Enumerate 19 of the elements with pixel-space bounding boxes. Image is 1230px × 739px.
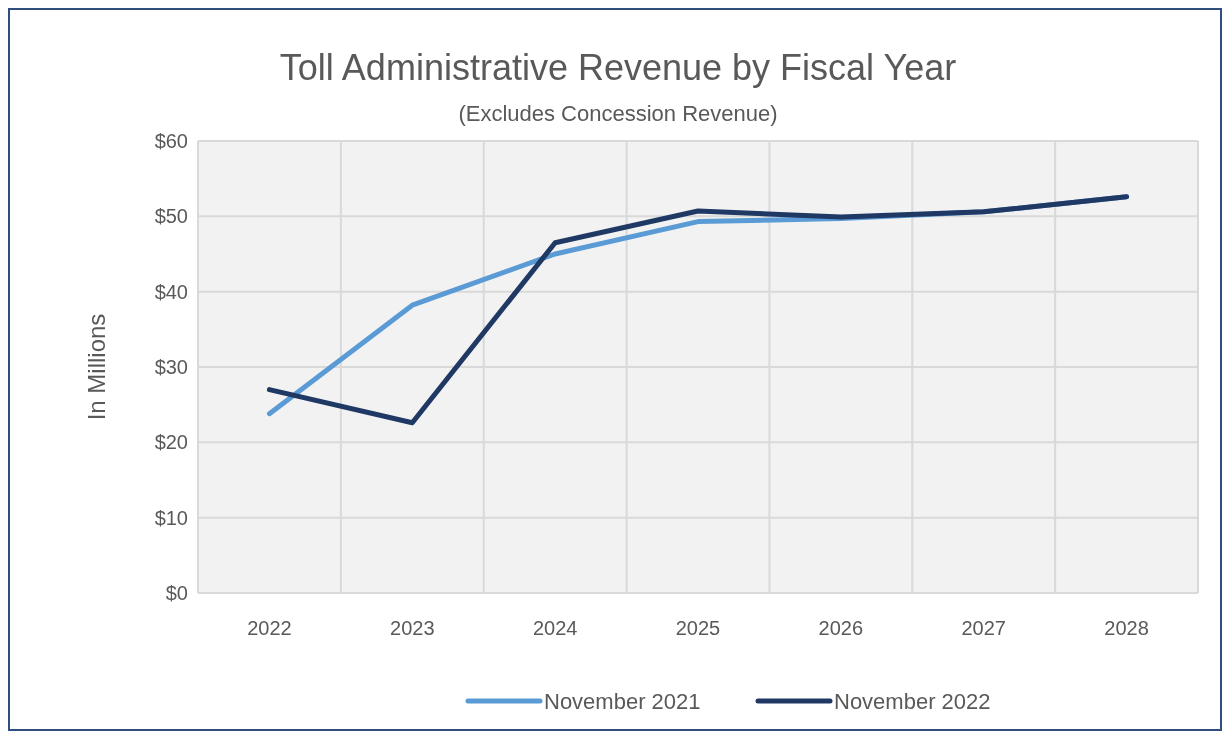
- chart-title: Toll Administrative Revenue by Fiscal Year: [279, 47, 957, 88]
- x-tick-label: 2028: [1104, 617, 1149, 639]
- y-tick-label: $50: [154, 205, 188, 228]
- y-axis-title: In Millions: [83, 313, 110, 421]
- legend-label: November 2022: [834, 688, 991, 714]
- y-tick-label: $40: [154, 280, 188, 303]
- x-tick-label: 2026: [818, 617, 864, 639]
- y-tick-label: $20: [154, 431, 188, 454]
- legend-label: November 2021: [544, 688, 701, 714]
- x-tick-label: 2022: [247, 617, 292, 639]
- x-tick-label: 2025: [675, 617, 721, 639]
- x-tick-label: 2024: [532, 617, 578, 639]
- x-tick-label: 2027: [961, 617, 1006, 639]
- y-tick-label: $10: [154, 506, 188, 529]
- y-tick-label: $30: [154, 356, 188, 378]
- y-tick-label: $60: [154, 130, 188, 152]
- x-tick-label: 2023: [390, 617, 435, 639]
- y-tick-label: $0: [165, 582, 188, 604]
- chart-subtitle: (Excludes Concession Revenue): [458, 101, 778, 126]
